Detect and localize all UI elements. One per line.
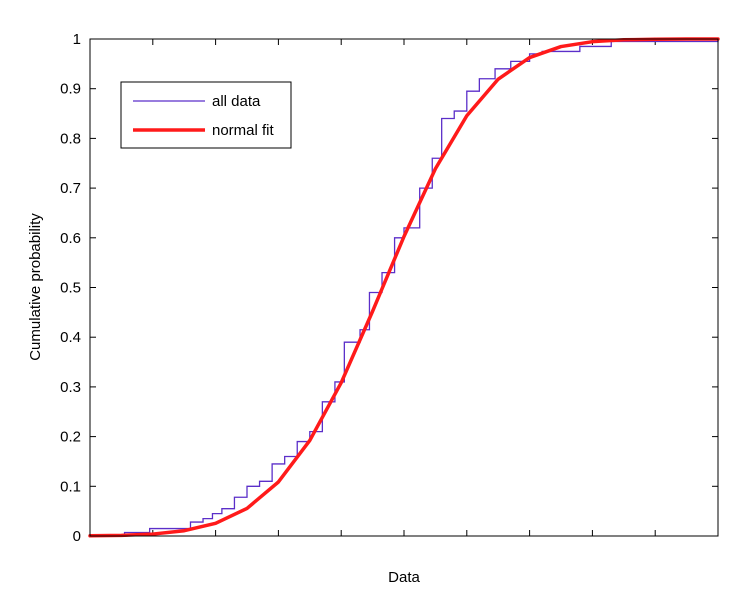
y-tick-label: 0.1 <box>60 478 81 495</box>
y-tick-label: 0.3 <box>60 379 81 396</box>
y-tick-label: 0.6 <box>60 230 81 247</box>
y-tick-label: 1 <box>73 31 81 48</box>
series-normal-fit-line <box>88 37 720 538</box>
y-tick-label: 0.7 <box>60 180 81 197</box>
x-axis-label: Data <box>388 569 420 586</box>
legend: all data normal fit <box>120 81 292 149</box>
y-tick-label: 0.4 <box>60 329 81 346</box>
series-layer <box>88 37 720 538</box>
legend-label-all-data: all data <box>212 93 261 110</box>
y-tick-label: 0.8 <box>60 130 81 147</box>
plot-frame <box>89 38 719 537</box>
y-tick-label: 0.5 <box>60 280 81 297</box>
legend-box <box>120 81 292 149</box>
y-axis-ticks: 0 0.1 0.2 0.3 0.4 0.5 0.6 0.7 0.8 0.9 1 <box>60 31 718 545</box>
y-tick-label: 0.2 <box>60 429 81 446</box>
y-tick-label: 0.9 <box>60 81 81 98</box>
y-tick-label: 0 <box>73 528 81 545</box>
y-axis-label: Cumulative probability <box>27 213 44 361</box>
legend-label-normal-fit: normal fit <box>212 122 275 139</box>
